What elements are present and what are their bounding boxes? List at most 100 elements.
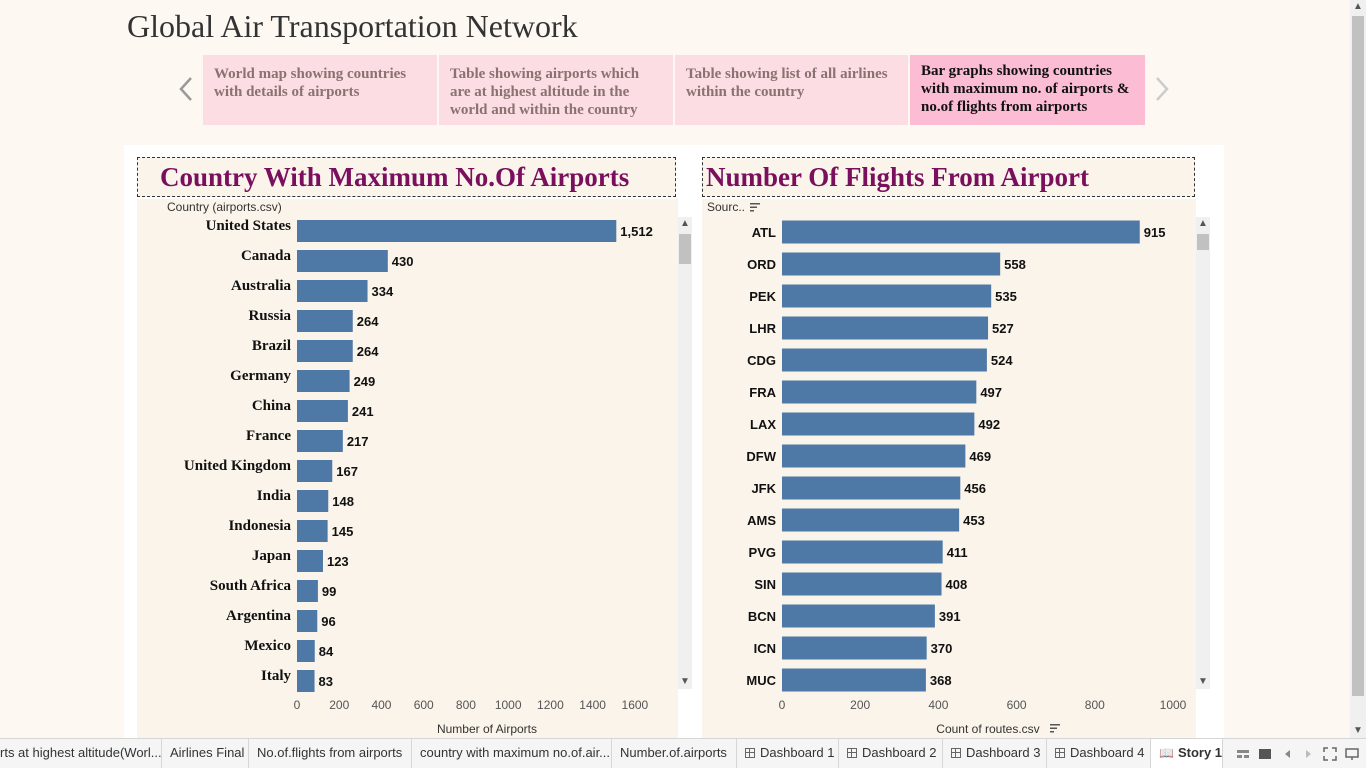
airports-chart-svg: Country (airports.csv) United States 1,512… (167, 200, 653, 736)
scroll-up-icon[interactable]: ▲ (680, 218, 690, 229)
bar (297, 490, 329, 512)
next-story-point-button[interactable] (1150, 72, 1174, 106)
x-tick-label: 400 (928, 698, 948, 712)
chevron-right-icon (1156, 77, 1169, 101)
tab-dashboard-2[interactable]: Dashboard 2 (839, 739, 943, 768)
previous-story-point-button[interactable] (174, 72, 198, 106)
sort-icon-bar (1050, 727, 1057, 729)
category-label: LHR (749, 321, 776, 336)
story-point-world-map[interactable]: World map showing countries with details… (203, 55, 437, 125)
category-label: China (252, 398, 292, 414)
airports-chart-scrollbar[interactable]: ▲ ▼ (678, 217, 692, 689)
tab-dashboard-4[interactable]: Dashboard 4 (1047, 739, 1151, 768)
value-label: 370 (931, 641, 953, 656)
tab-highest-altitude-sheet[interactable]: rts at highest altitude(Worl... (0, 739, 162, 768)
scroll-thumb[interactable] (1197, 234, 1209, 250)
category-label: United Kingdom (184, 458, 292, 474)
story-point-bar-graphs[interactable]: Bar graphs showing countries with maximu… (910, 55, 1145, 125)
field-header: Sourc.. (707, 200, 745, 214)
x-tick-label: 1200 (537, 698, 564, 712)
x-tick-label: 800 (1085, 698, 1105, 712)
tab-country-max-airports[interactable]: country with maximum no.of.air... (412, 739, 612, 768)
category-label: BCN (748, 609, 776, 624)
tab-label: Airlines Final (170, 745, 245, 760)
bar (782, 380, 977, 404)
category-label: ORD (747, 257, 776, 272)
tab-label: country with maximum no.of.air... (420, 745, 611, 760)
bar (297, 460, 333, 482)
value-label: 368 (930, 673, 952, 688)
x-tick-label: 0 (779, 698, 786, 712)
category-label: Russia (248, 308, 291, 324)
tab-flights-from-airports[interactable]: No.of.flights from airports (249, 739, 412, 768)
category-label: PEK (749, 289, 776, 304)
value-label: 497 (980, 385, 1002, 400)
bar (782, 220, 1140, 244)
tab-label: rts at highest altitude(Worl... (0, 745, 162, 760)
tab-label: Dashboard 2 (862, 745, 937, 760)
dashboard-icon (1055, 748, 1065, 758)
scroll-down-icon[interactable]: ▼ (1198, 676, 1208, 687)
show-filmstrip-icon[interactable] (1236, 747, 1250, 761)
x-tick-label: 200 (329, 698, 349, 712)
bar (297, 340, 353, 362)
scroll-up-icon[interactable]: ▲ (1353, 1, 1363, 12)
story-point-highest-altitude-table[interactable]: Table showing airports which are at high… (439, 55, 673, 125)
bar (782, 284, 992, 308)
category-label: DFW (746, 449, 776, 464)
bar (297, 310, 353, 332)
story-point-airlines-table[interactable]: Table showing list of all airlines withi… (675, 55, 908, 125)
value-label: 264 (357, 344, 379, 359)
tab-dashboard-3[interactable]: Dashboard 3 (943, 739, 1047, 768)
bar (782, 540, 943, 564)
value-label: 453 (963, 513, 985, 528)
story-icon: 📖 (1159, 746, 1174, 760)
x-axis-label: Number of Airports (437, 722, 537, 736)
bar (297, 670, 315, 692)
tab-label: Dashboard 1 (760, 745, 835, 760)
scroll-down-icon[interactable]: ▼ (1353, 725, 1363, 736)
airports-chart-title: Country With Maximum No.Of Airports (137, 157, 676, 197)
bar (782, 508, 960, 532)
flights-chart-scrollbar[interactable]: ▲ ▼ (1196, 217, 1210, 689)
value-label: 535 (995, 289, 1017, 304)
scroll-thumb[interactable] (1352, 16, 1364, 696)
previous-sheet-icon[interactable] (1281, 747, 1295, 761)
flights-chart-svg: Sourc.. ATL 915 ORD 558 PEK 535 LHR 527 CDG 524 FRA… (707, 200, 1187, 736)
category-label: India (257, 488, 292, 504)
sheet-tab-bar: rts at highest altitude(Worl... Airlines… (0, 738, 1366, 768)
bar (782, 348, 987, 372)
value-label: 217 (347, 434, 369, 449)
scroll-thumb[interactable] (679, 234, 691, 264)
page-scrollbar[interactable]: ▲ ▼ (1350, 0, 1366, 738)
airports-bar-chart[interactable]: Country (airports.csv) United States 1,512… (137, 199, 678, 739)
dashboard-icon (847, 748, 857, 758)
tab-number-of-airports[interactable]: Number.of.airports (612, 739, 737, 768)
value-label: 148 (332, 494, 354, 509)
flights-bar-chart[interactable]: Sourc.. ATL 915 ORD 558 PEK 535 LHR 527 CDG 524 FRA… (702, 199, 1196, 739)
scroll-down-icon[interactable]: ▼ (680, 676, 690, 687)
value-label: 915 (1144, 225, 1166, 240)
tab-dashboard-1[interactable]: Dashboard 1 (737, 739, 839, 768)
bar (782, 572, 942, 596)
bar (297, 220, 617, 242)
fullscreen-icon[interactable] (1323, 747, 1337, 761)
bar (297, 580, 318, 602)
field-header: Country (airports.csv) (167, 200, 282, 214)
category-label: Australia (231, 278, 292, 294)
bar (297, 640, 315, 662)
tab-story-1[interactable]: 📖 Story 1 (1151, 739, 1223, 768)
value-label: 334 (372, 284, 394, 299)
value-label: 264 (357, 314, 379, 329)
tab-airlines-final[interactable]: Airlines Final (162, 739, 249, 768)
presentation-mode-icon[interactable] (1345, 747, 1359, 761)
x-axis-label: Count of routes.csv (936, 722, 1039, 736)
bar (782, 316, 989, 340)
x-tick-label: 0 (294, 698, 301, 712)
bar (782, 444, 966, 468)
next-sheet-icon[interactable] (1301, 747, 1315, 761)
scroll-up-icon[interactable]: ▲ (1198, 218, 1208, 229)
x-tick-label: 200 (850, 698, 870, 712)
chevron-left-icon (179, 77, 192, 101)
show-tabs-icon[interactable] (1258, 747, 1272, 761)
